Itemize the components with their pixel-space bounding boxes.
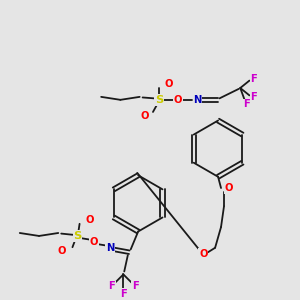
Text: F: F bbox=[120, 289, 127, 299]
Text: O: O bbox=[164, 79, 172, 88]
Text: O: O bbox=[140, 111, 149, 121]
Text: F: F bbox=[132, 281, 139, 291]
Text: O: O bbox=[174, 95, 182, 105]
Text: F: F bbox=[243, 99, 250, 109]
Text: S: S bbox=[74, 231, 82, 241]
Text: F: F bbox=[108, 281, 115, 291]
Text: N: N bbox=[193, 95, 202, 105]
Text: O: O bbox=[224, 183, 233, 193]
Text: O: O bbox=[85, 215, 94, 225]
Text: O: O bbox=[199, 249, 208, 259]
Text: N: N bbox=[106, 243, 114, 253]
Text: O: O bbox=[89, 237, 98, 247]
Text: S: S bbox=[155, 95, 163, 105]
Text: F: F bbox=[250, 92, 257, 102]
Text: O: O bbox=[58, 246, 66, 256]
Text: F: F bbox=[250, 74, 257, 84]
